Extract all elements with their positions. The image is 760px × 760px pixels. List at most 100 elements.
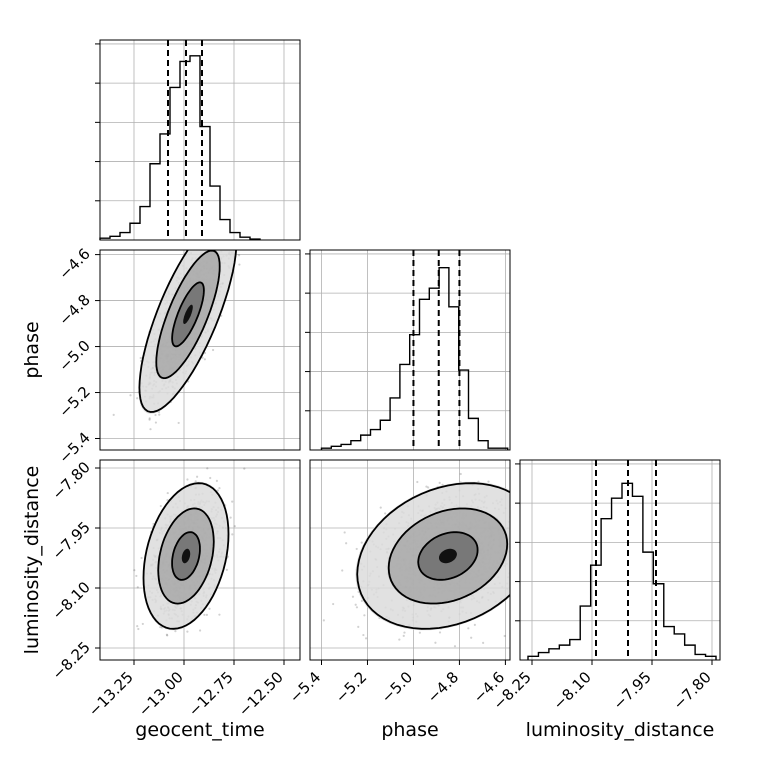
sample-point: [208, 237, 210, 239]
sample-point: [514, 521, 516, 523]
contour-line: [155, 250, 221, 379]
sample-point: [200, 244, 202, 246]
sample-point: [177, 421, 180, 425]
sample-point: [217, 237, 219, 239]
sample-point: [217, 183, 219, 185]
sample-point: [229, 516, 232, 519]
sample-point: [218, 486, 221, 490]
x-tick-label-phase: −5.2: [332, 668, 370, 706]
sample-point: [136, 625, 139, 628]
sample-point: [398, 638, 401, 641]
sample-point: [214, 243, 216, 245]
sample-point: [364, 637, 368, 640]
sample-point: [220, 235, 222, 237]
sample-point: [512, 494, 514, 496]
x-tick-label-phase: −4.8: [424, 668, 462, 706]
sample-point: [518, 573, 520, 575]
sample-point: [246, 214, 248, 216]
sample-point: [203, 244, 205, 246]
sample-point: [203, 229, 205, 231]
sample-point: [322, 619, 325, 622]
sample-point: [139, 356, 142, 360]
scatter-panel-phase-luminosity_distance: [309, 459, 561, 661]
sample-point: [203, 351, 207, 355]
sample-point: [516, 505, 518, 507]
panel-frame: [99, 459, 301, 661]
sample-point: [141, 622, 144, 626]
x-axis-label-geocent_time: geocent_time: [135, 719, 264, 741]
sample-point: [536, 551, 538, 553]
sample-point: [220, 245, 222, 247]
sample-point: [511, 554, 513, 556]
sample-point: [228, 244, 230, 246]
sample-point: [427, 486, 430, 489]
sample-point: [206, 243, 208, 245]
sample-point: [559, 523, 561, 525]
sample-point: [363, 614, 366, 617]
sample-point: [243, 467, 246, 470]
sample-point: [223, 212, 225, 214]
sample-point: [341, 569, 344, 572]
sample-point: [418, 631, 421, 634]
sample-point: [232, 243, 234, 245]
scatter-panel-geocent_time-phase: [99, 183, 301, 456]
x-tick-label-geocent_time: −13.25: [85, 668, 137, 720]
sample-point: [135, 574, 138, 578]
y-tick-label-luminosity_distance: −7.95: [49, 518, 94, 563]
sample-point: [218, 613, 221, 616]
sample-point: [128, 454, 130, 456]
sample-point: [351, 595, 355, 598]
sample-point: [514, 573, 516, 575]
sample-point: [215, 236, 217, 238]
panel-frame: [99, 39, 301, 241]
contour-line: [171, 531, 201, 581]
sample-point: [537, 530, 539, 532]
scatter-panel-geocent_time-luminosity_distance: [99, 459, 301, 661]
contour-line: [387, 507, 509, 605]
sample-point: [512, 584, 514, 586]
y-tick-label-luminosity_distance: −8.10: [49, 578, 94, 623]
sample-point: [517, 549, 519, 551]
sample-point: [206, 243, 208, 245]
density-peak: [181, 548, 191, 564]
sample-point: [228, 236, 230, 238]
sample-point: [512, 577, 514, 579]
sample-point: [216, 489, 219, 492]
sample-point: [205, 613, 208, 617]
sample-point: [362, 633, 365, 637]
sample-point: [525, 516, 527, 518]
sample-point: [231, 533, 234, 536]
sample-point: [527, 549, 529, 551]
histogram-panel-geocent_time: [95, 39, 301, 241]
sample-point: [112, 413, 115, 417]
sample-point: [206, 467, 209, 470]
sample-point: [514, 551, 516, 553]
histogram-luminosity_distance: [527, 482, 717, 660]
sample-point: [212, 237, 214, 239]
sample-point: [204, 227, 206, 229]
sample-point: [516, 545, 518, 547]
sample-point: [227, 205, 229, 207]
sample-point: [203, 358, 206, 361]
sample-point: [203, 613, 206, 616]
histogram-panel-phase: [305, 249, 511, 451]
sample-point: [148, 417, 151, 420]
histogram-geocent_time: [99, 55, 261, 240]
sample-point: [434, 641, 437, 644]
panel-frame: [309, 249, 511, 451]
y-tick-label-phase: −4.6: [55, 245, 93, 283]
x-tick-label-luminosity_distance: −8.10: [550, 668, 595, 713]
contour-line: [142, 482, 230, 630]
sample-point: [149, 428, 152, 431]
y-tick-label-phase: −4.8: [55, 291, 93, 329]
sample-point: [207, 220, 209, 222]
sample-point: [438, 481, 441, 484]
sample-point: [215, 479, 218, 482]
sample-point: [384, 512, 387, 515]
sample-point: [148, 418, 151, 421]
sample-point: [208, 607, 211, 610]
y-tick-label-phase: −5.4: [55, 429, 93, 467]
x-tick-label-geocent_time: −12.75: [185, 668, 237, 720]
sample-point: [219, 242, 221, 244]
